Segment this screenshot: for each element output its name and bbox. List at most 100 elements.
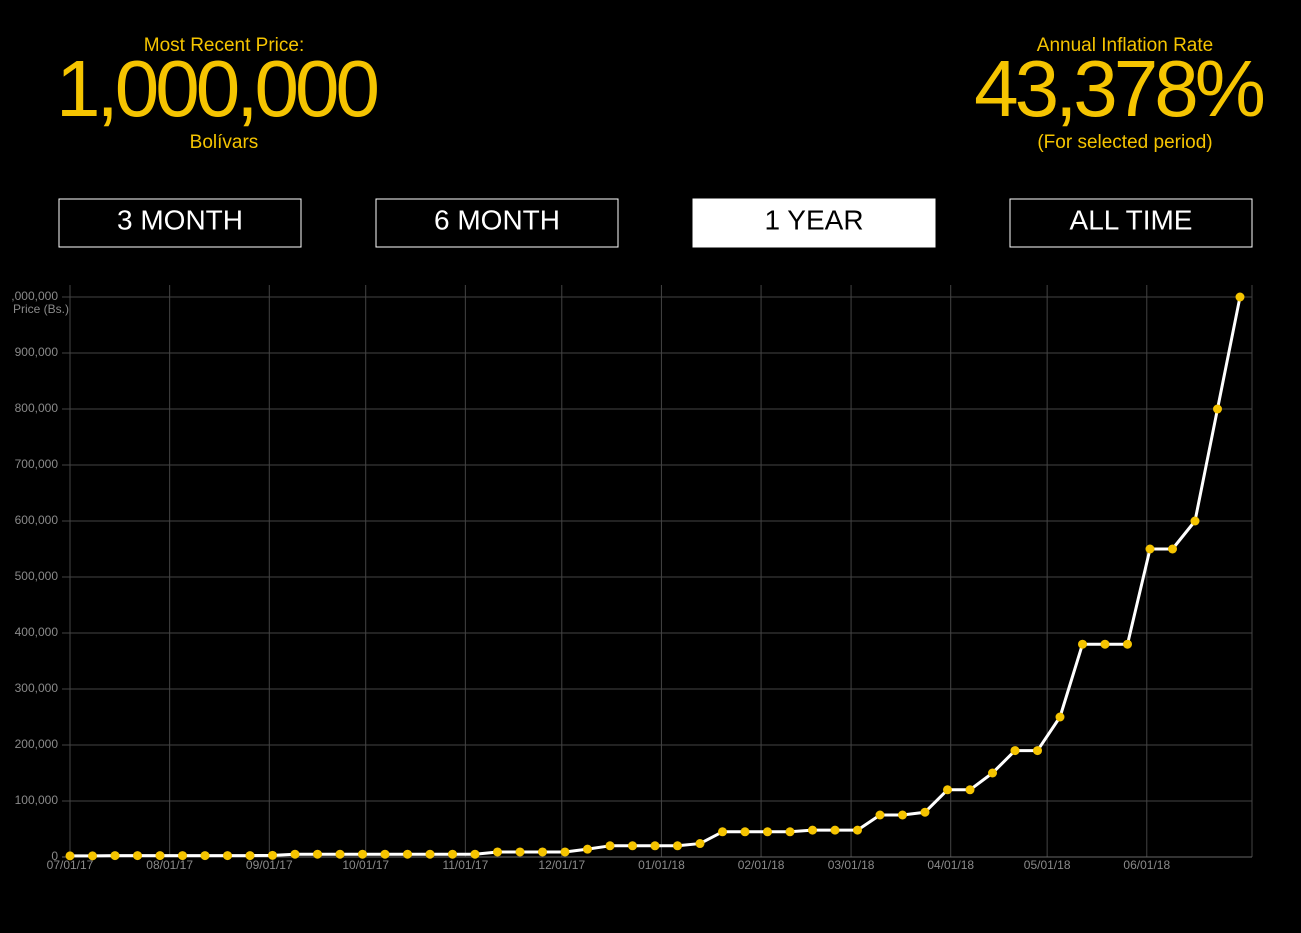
button-label: 3 MONTH — [117, 204, 243, 235]
button-label: ALL TIME — [1070, 204, 1193, 235]
price-unit: Bolívars — [190, 132, 259, 153]
chart: 0 100,000 200,000 300,000 400,000 500,000 600,… — [5, 285, 1253, 872]
data-point — [65, 851, 75, 861]
data-point — [808, 825, 817, 835]
data-point — [1190, 516, 1200, 526]
data-point — [628, 841, 637, 851]
x-tick-label: 04/01/18 — [927, 858, 974, 872]
data-point — [155, 851, 165, 861]
price-value: 1,000,000 — [56, 44, 377, 133]
x-tick-label: 02/01/18 — [738, 858, 785, 872]
inflation-value: 43,378% — [974, 44, 1264, 133]
range-button[interactable]: 6 MONTH — [375, 198, 619, 248]
button-label: 1 YEAR — [764, 204, 863, 235]
y-tick-label: 200,000 — [15, 737, 59, 751]
data-point — [88, 851, 97, 861]
data-point — [470, 849, 480, 859]
data-point — [875, 810, 885, 820]
data-point — [133, 851, 142, 861]
x-tick-label: 12/01/17 — [538, 858, 585, 872]
data-point — [673, 841, 682, 851]
data-point — [718, 827, 727, 837]
y-axis-label: Price (Bs.) — [13, 302, 69, 316]
data-point — [268, 850, 277, 860]
data-point — [650, 841, 660, 851]
y-tick-label: 800,000 — [15, 401, 59, 415]
data-point — [425, 849, 435, 859]
x-tick-label: 10/01/17 — [342, 858, 389, 872]
data-point — [245, 851, 255, 861]
range-button[interactable]: ALL TIME — [1009, 198, 1253, 248]
range-buttons: 3 MONTH 6 MONTH 1 YEAR ALL TIME — [58, 198, 1253, 248]
data-point — [740, 827, 750, 837]
data-point — [943, 785, 952, 795]
y-tick-label: 700,000 — [15, 457, 59, 471]
data-point — [448, 849, 457, 859]
y-tick-label: 400,000 — [15, 625, 59, 639]
data-point — [178, 851, 187, 861]
button-box — [1009, 198, 1253, 248]
x-tick-label: 07/01/17 — [47, 858, 94, 872]
y-tick-label: 500,000 — [15, 569, 59, 583]
data-point — [898, 810, 907, 820]
x-tick-label: 11/01/17 — [442, 858, 488, 872]
data-point — [313, 849, 322, 859]
data-point — [1168, 544, 1177, 554]
data-point — [988, 768, 997, 778]
data-point — [538, 847, 547, 857]
data-point — [605, 841, 615, 851]
data-point — [1145, 544, 1155, 554]
data-point — [1123, 639, 1132, 649]
y-tick-label: 600,000 — [15, 513, 59, 527]
data-point — [1213, 404, 1222, 414]
y-tick-label: 1,000,000 — [5, 289, 59, 303]
data-point — [1033, 746, 1042, 756]
range-button[interactable]: 1 YEAR — [692, 198, 936, 248]
data-point — [1078, 639, 1087, 649]
inflation-label: Annual Inflation Rate — [1037, 35, 1213, 56]
data-point — [335, 849, 345, 859]
data-point — [290, 849, 300, 859]
button-box — [692, 198, 936, 248]
x-tick-label: 01/01/18 — [638, 858, 685, 872]
x-tick-label: 08/01/17 — [146, 858, 193, 872]
data-point — [358, 849, 367, 859]
x-tick-label: 03/01/18 — [828, 858, 875, 872]
data-point — [1100, 639, 1110, 649]
data-point — [763, 827, 772, 837]
price-line — [70, 296, 1242, 858]
inflation-note: (For selected period) — [1037, 132, 1212, 153]
button-box — [58, 198, 302, 248]
data-point — [403, 849, 412, 859]
data-point — [515, 847, 525, 857]
button-box — [375, 198, 619, 248]
data-point — [560, 847, 570, 857]
data-point — [830, 825, 840, 835]
y-tick-label: 100,000 — [15, 793, 59, 807]
x-tick-label: 09/01/17 — [246, 858, 293, 872]
y-tick-label: 0 — [51, 849, 58, 863]
data-point — [200, 851, 210, 861]
data-point — [380, 849, 390, 859]
data-point — [223, 851, 232, 861]
data-point — [110, 851, 120, 861]
data-point — [1010, 746, 1020, 756]
data-point — [785, 827, 795, 837]
y-tick-label: 300,000 — [15, 681, 59, 695]
button-label: 6 MONTH — [434, 204, 560, 235]
data-point — [965, 785, 975, 795]
data-point — [493, 847, 502, 857]
data-point — [695, 839, 705, 849]
data-point — [853, 825, 862, 835]
x-tick-label: 06/01/18 — [1123, 858, 1170, 872]
range-button[interactable]: 3 MONTH — [58, 198, 302, 248]
price-label: Most Recent Price: — [144, 35, 305, 56]
data-point — [920, 807, 930, 817]
x-tick-label: 05/01/18 — [1024, 858, 1071, 872]
data-point — [583, 844, 592, 854]
y-tick-label: 900,000 — [15, 345, 59, 359]
data-point — [1235, 292, 1245, 302]
data-point — [1055, 712, 1065, 722]
